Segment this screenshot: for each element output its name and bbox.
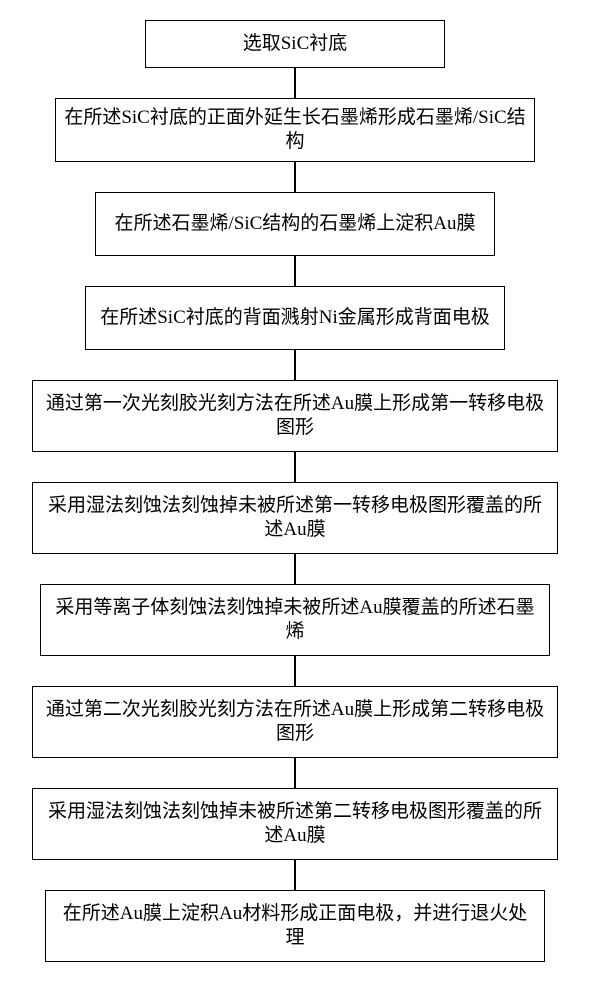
flow-step-8: 通过第二次光刻胶光刻方法在所述Au膜上形成第二转移电极图形: [32, 686, 558, 758]
flow-step-4-label: 在所述SiC衬底的背面溅射Ni金属形成背面电极: [100, 306, 490, 330]
flow-step-5: 通过第一次光刻胶光刻方法在所述Au膜上形成第一转移电极图形: [32, 380, 558, 452]
flow-connector-3: [294, 256, 296, 286]
flow-connector-6: [294, 554, 296, 584]
flow-connector-8: [294, 758, 296, 788]
flowchart-canvas: 选取SiC衬底 在所述SiC衬底的正面外延生长石墨烯形成石墨烯/SiC结构 在所…: [0, 0, 590, 1000]
flow-step-2-label: 在所述SiC衬底的正面外延生长石墨烯形成石墨烯/SiC结构: [64, 106, 526, 154]
flow-connector-9: [294, 860, 296, 890]
flow-step-3-label: 在所述石墨烯/SiC结构的石墨烯上淀积Au膜: [114, 212, 475, 236]
flow-step-3: 在所述石墨烯/SiC结构的石墨烯上淀积Au膜: [95, 192, 495, 256]
flow-step-6-label: 采用湿法刻蚀法刻蚀掉未被所述第一转移电极图形覆盖的所述Au膜: [41, 494, 549, 542]
flow-step-9: 采用湿法刻蚀法刻蚀掉未被所述第二转移电极图形覆盖的所述Au膜: [32, 788, 558, 860]
flow-step-1: 选取SiC衬底: [145, 20, 445, 68]
flow-step-8-label: 通过第二次光刻胶光刻方法在所述Au膜上形成第二转移电极图形: [41, 698, 549, 746]
flow-connector-7: [294, 656, 296, 686]
flow-step-7: 采用等离子体刻蚀法刻蚀掉未被所述Au膜覆盖的所述石墨烯: [40, 584, 550, 656]
flow-step-10: 在所述Au膜上淀积Au材料形成正面电极，并进行退火处理: [45, 890, 545, 962]
flow-connector-2: [294, 162, 296, 192]
flow-connector-4: [294, 350, 296, 380]
flow-step-9-label: 采用湿法刻蚀法刻蚀掉未被所述第二转移电极图形覆盖的所述Au膜: [41, 800, 549, 848]
flow-connector-1: [294, 68, 296, 98]
flow-step-10-label: 在所述Au膜上淀积Au材料形成正面电极，并进行退火处理: [54, 902, 536, 950]
flow-step-1-label: 选取SiC衬底: [243, 32, 348, 56]
flow-step-7-label: 采用等离子体刻蚀法刻蚀掉未被所述Au膜覆盖的所述石墨烯: [49, 596, 541, 644]
flow-connector-5: [294, 452, 296, 482]
flow-step-5-label: 通过第一次光刻胶光刻方法在所述Au膜上形成第一转移电极图形: [41, 392, 549, 440]
flow-step-6: 采用湿法刻蚀法刻蚀掉未被所述第一转移电极图形覆盖的所述Au膜: [32, 482, 558, 554]
flow-step-2: 在所述SiC衬底的正面外延生长石墨烯形成石墨烯/SiC结构: [55, 98, 535, 162]
flow-step-4: 在所述SiC衬底的背面溅射Ni金属形成背面电极: [85, 286, 505, 350]
